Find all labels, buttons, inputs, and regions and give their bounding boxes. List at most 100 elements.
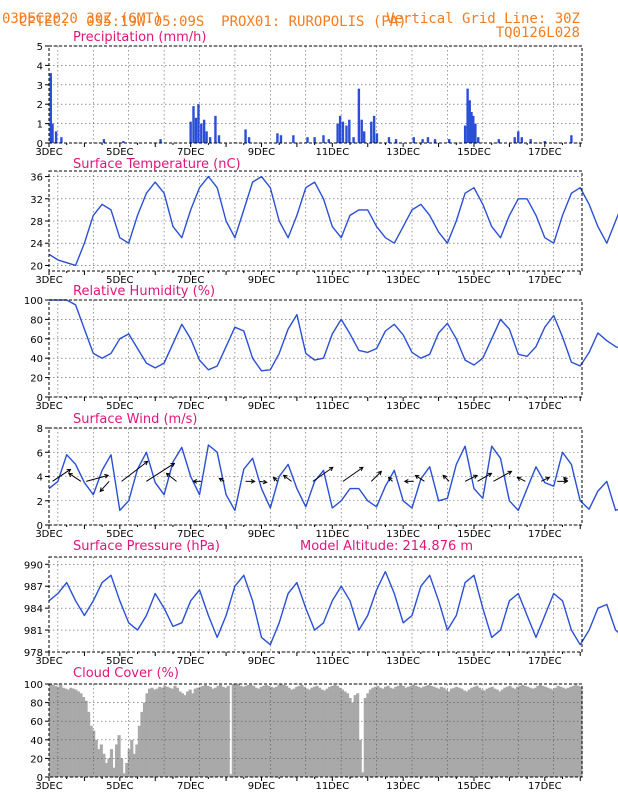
precip-bar	[370, 121, 373, 143]
cloud-x-tick-label: 11DEC	[315, 781, 349, 792]
cloud-bar	[493, 688, 497, 777]
header-station: PROX01: RUROPOLIS (PA)	[221, 14, 407, 30]
press-frame	[48, 556, 583, 653]
precip-bar	[200, 123, 203, 143]
precip-bar	[472, 115, 475, 143]
wind-arrow	[283, 474, 292, 482]
cloud-bar	[315, 685, 319, 777]
precip-bar	[474, 123, 477, 143]
cloud-bar	[488, 687, 492, 777]
cloud-bar	[244, 685, 248, 777]
cloud-panel	[45, 683, 583, 781]
wind-arrow-head	[358, 466, 364, 472]
precip-bar	[189, 121, 192, 143]
cloud-bar	[437, 688, 441, 777]
cloud-bar	[183, 695, 187, 777]
cloud-bar	[241, 686, 246, 777]
cloud-bar	[186, 691, 190, 777]
cloud-bar	[508, 685, 512, 777]
cloud-bar	[165, 686, 169, 777]
cloud-bar	[236, 684, 240, 777]
precip-x-tick-label: 5DEC	[106, 147, 133, 158]
precip-y-tick-label: 2	[37, 100, 43, 111]
cloud-bar	[353, 695, 357, 777]
cloud-bar	[516, 686, 520, 777]
wind-arrow-head	[218, 477, 224, 483]
cloud-bar	[559, 686, 563, 777]
press-x-tick-label: 3DEC	[35, 656, 62, 667]
cloud-bar	[206, 685, 210, 777]
precip-bar	[336, 123, 339, 143]
precip-x-tick-label: 13DEC	[386, 147, 420, 158]
precip-bar	[357, 88, 361, 143]
cloud-bar	[576, 685, 581, 777]
cloud-bar	[427, 684, 431, 777]
press-x-tick-label: 17DEC	[528, 656, 562, 667]
cloud-bar	[538, 684, 542, 777]
cloud-bar	[356, 693, 360, 777]
cloud-bar	[510, 687, 515, 777]
wind-arrow	[166, 472, 177, 482]
cloud-bar	[135, 744, 139, 777]
header-run: 03DEC2020 30Z (GMT)	[2, 11, 163, 27]
cloud-bar	[394, 686, 398, 777]
press-x-tick-label: 15DEC	[457, 656, 491, 667]
cloud-x-tick-label: 15DEC	[457, 781, 491, 792]
temp-x-tick-label: 11DEC	[315, 275, 349, 286]
cloud-title: Cloud Cover (%)	[73, 666, 179, 681]
wind-arrow	[442, 474, 450, 482]
press-y-tick-label: 990	[24, 560, 43, 571]
wind-x-tick-label: 11DEC	[315, 529, 349, 540]
cloud-bar	[546, 687, 550, 777]
precip-x-tick-label: 9DEC	[248, 147, 275, 158]
press-title: Surface Pressure (hPa)	[73, 539, 220, 554]
cloud-bar	[531, 688, 535, 777]
cloud-bar	[259, 686, 263, 777]
cloud-bar	[533, 687, 537, 777]
precip-bar	[352, 137, 355, 143]
cloud-bar	[457, 687, 461, 777]
cloud-bar	[302, 686, 306, 777]
cloud-bar	[521, 684, 525, 777]
cloud-x-tick-label: 3DEC	[35, 781, 62, 792]
wind-arrow-head	[66, 468, 72, 474]
cloud-bar	[226, 685, 230, 777]
cloud-y-tick-label: 0	[37, 773, 43, 784]
wind-y-tick-label: 4	[37, 473, 43, 484]
rh-y-tick-label: 80	[30, 315, 43, 326]
cloud-bar	[566, 687, 570, 777]
precip-bar	[313, 137, 316, 143]
wind-y-tick-label: 2	[37, 497, 43, 508]
wind-arrow-head	[272, 476, 278, 482]
press-x-tick-label: 7DEC	[177, 656, 204, 667]
cloud-bar	[409, 685, 413, 777]
precip-x-tick-label: 3DEC	[35, 147, 62, 158]
precip-bar	[394, 139, 398, 143]
cloud-bar	[66, 689, 70, 777]
cloud-x-tick-label: 9DEC	[248, 781, 275, 792]
cloud-bar	[287, 687, 291, 777]
cloud-bar	[229, 774, 233, 777]
cloud-bar	[257, 688, 261, 777]
cloud-bar	[130, 739, 134, 777]
cloud-bar	[188, 689, 192, 777]
wind-arrow	[541, 476, 550, 482]
cloud-bar	[432, 686, 436, 777]
temp-x-tick-label: 9DEC	[248, 275, 275, 286]
wind-arrow-head	[250, 478, 256, 484]
wind-arrow	[146, 462, 175, 482]
cloud-bar	[429, 685, 433, 777]
cloud-bar	[518, 685, 522, 777]
rh-x-tick-label: 17DEC	[528, 401, 562, 412]
cloud-x-tick-label: 5DEC	[106, 781, 133, 792]
precip-panel	[45, 45, 583, 147]
precip-bar	[51, 123, 54, 143]
wind-y-tick-label: 0	[37, 521, 43, 532]
wind-arrow-head	[563, 476, 568, 482]
rh-title: Relative Humidity (%)	[73, 284, 215, 299]
cloud-bar	[310, 687, 314, 777]
cloud-bar	[335, 685, 339, 777]
precip-bar	[345, 125, 348, 143]
cloud-bar	[272, 687, 276, 777]
cloud-bar	[51, 684, 55, 777]
